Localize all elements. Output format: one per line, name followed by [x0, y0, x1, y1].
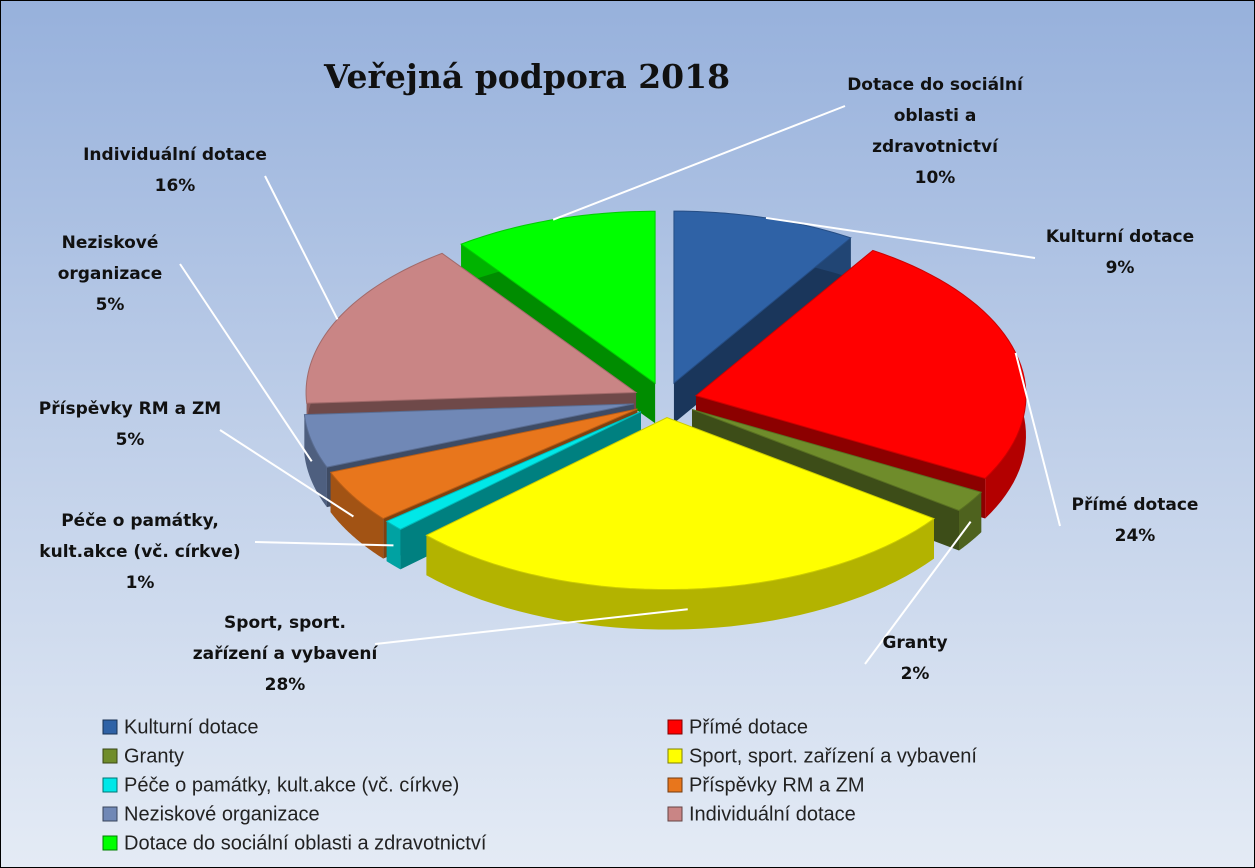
leader-line: [765, 216, 1036, 259]
slice-top: [303, 403, 634, 468]
data-label: Neziskové organizace 5%: [30, 228, 190, 321]
leader-line: [254, 541, 394, 547]
data-label-value: 1%: [125, 573, 155, 593]
leader-line: [264, 175, 339, 320]
data-label-name: Kulturní dotace: [1045, 227, 1195, 247]
data-label-value: 10%: [914, 168, 956, 188]
legend-swatch: [102, 835, 118, 851]
legend-label: Kulturní dotace: [124, 716, 259, 738]
slice: [425, 417, 936, 630]
data-label-value: 28%: [264, 675, 306, 695]
legend-swatch: [667, 748, 683, 764]
legend-label: Přímé dotace: [689, 716, 808, 738]
data-label: Granty 2%: [855, 628, 975, 690]
leader-line: [219, 429, 354, 518]
legend-swatch: [667, 777, 683, 793]
slice-side: [426, 518, 934, 630]
leader-line: [552, 105, 846, 221]
data-label-name: Příspěvky RM a ZM: [38, 399, 222, 419]
data-label: Příspěvky RM a ZM 5%: [30, 394, 230, 456]
legend-label: Granty: [124, 745, 184, 767]
data-label-value: 5%: [115, 430, 145, 450]
leader-line: [1014, 352, 1061, 527]
legend-label: Sport, sport. zařízení a vybavení: [689, 745, 977, 767]
slice-top: [385, 411, 642, 530]
slice: [673, 210, 852, 424]
legend-label: Příspěvky RM a ZM: [689, 774, 865, 796]
slice-top: [425, 417, 936, 591]
chart-title: Veřejná podpora 2018: [323, 57, 730, 96]
legend-swatch: [667, 719, 683, 735]
leader-line: [374, 608, 688, 645]
data-label-name: Přímé dotace: [1071, 495, 1199, 515]
legend-swatch: [102, 777, 118, 793]
data-label-value: 16%: [154, 176, 196, 196]
leader-line: [864, 520, 972, 665]
data-label-value: 2%: [900, 664, 930, 684]
slice-side: [673, 237, 851, 424]
data-label-name: Dotace do sociální oblasti a zdravotnict…: [847, 75, 1023, 157]
data-label-value: 9%: [1105, 258, 1135, 278]
legend-swatch: [667, 806, 683, 822]
data-label-name: Individuální dotace: [83, 145, 267, 165]
data-label: Dotace do sociální oblasti a zdravotnict…: [835, 70, 1035, 194]
legend-label: Dotace do sociální oblasti a zdravotnict…: [124, 832, 487, 854]
leader-line: [179, 263, 313, 462]
data-label-value: 24%: [1114, 526, 1156, 546]
data-label: Přímé dotace 24%: [1050, 490, 1220, 552]
data-label-name: Sport, sport. zařízení a vybavení: [192, 613, 378, 664]
slice-side: [330, 472, 384, 559]
legend-swatch: [102, 748, 118, 764]
data-label-name: Granty: [882, 633, 948, 653]
data-label-name: Péče o památky, kult.akce (vč. církve): [39, 511, 241, 562]
data-label: Individuální dotace 16%: [75, 140, 275, 202]
legend-label: Neziskové organizace: [124, 803, 320, 825]
slice-side: [386, 521, 401, 570]
legend-label: Péče o památky, kult.akce (vč. církve): [124, 774, 459, 796]
data-label: Sport, sport. zařízení a vybavení 28%: [185, 608, 385, 701]
data-label-name: Neziskové organizace: [57, 233, 163, 284]
legend-label: Individuální dotace: [689, 803, 856, 825]
data-label: Péče o památky, kult.akce (vč. církve) 1%: [15, 506, 265, 599]
legend-swatch: [102, 806, 118, 822]
data-label: Kulturní dotace 9%: [1025, 222, 1215, 284]
slice-top: [691, 408, 983, 512]
data-label-value: 5%: [95, 295, 125, 315]
slice-top: [329, 408, 638, 520]
legend-swatch: [102, 719, 118, 735]
